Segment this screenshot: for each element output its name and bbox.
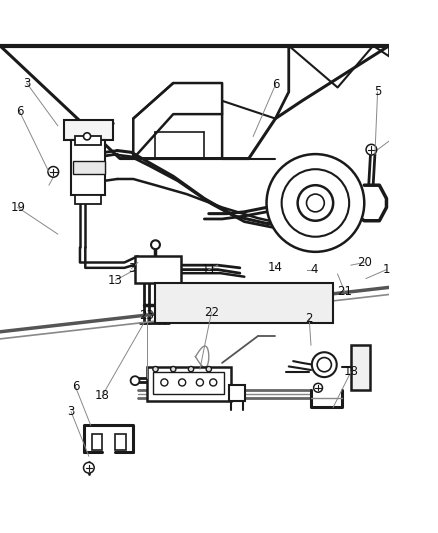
Circle shape (161, 379, 168, 386)
Circle shape (267, 154, 364, 252)
Text: 21: 21 (337, 285, 352, 298)
Circle shape (312, 352, 337, 377)
Bar (92, 434, 102, 450)
Circle shape (48, 166, 59, 177)
Circle shape (196, 379, 204, 386)
Text: 13: 13 (108, 274, 123, 287)
Circle shape (307, 194, 324, 212)
Circle shape (170, 367, 176, 372)
Text: 18: 18 (95, 389, 110, 402)
Text: 23: 23 (139, 309, 154, 322)
Text: 3: 3 (128, 262, 135, 275)
Text: 19: 19 (10, 201, 25, 214)
Text: 11: 11 (201, 263, 216, 276)
Circle shape (151, 240, 160, 249)
Text: 6: 6 (16, 105, 23, 118)
Text: 20: 20 (357, 256, 372, 269)
Circle shape (84, 463, 94, 473)
Bar (64, 120, 113, 140)
Circle shape (84, 133, 91, 140)
Text: 3: 3 (67, 405, 75, 418)
Circle shape (314, 383, 322, 392)
Circle shape (206, 367, 212, 372)
Bar (116, 434, 126, 450)
Bar (300, 183, 332, 222)
Bar (155, 283, 333, 323)
Text: 1: 1 (383, 263, 390, 276)
Text: 4: 4 (310, 263, 318, 276)
Bar (74, 136, 101, 145)
Circle shape (317, 358, 332, 372)
Circle shape (188, 367, 194, 372)
Bar (229, 385, 245, 401)
Circle shape (179, 379, 186, 386)
Text: 3: 3 (23, 77, 30, 90)
Bar (147, 367, 231, 401)
Text: 2: 2 (305, 312, 313, 325)
Bar (351, 345, 371, 390)
Circle shape (153, 367, 158, 372)
Text: 18: 18 (343, 365, 358, 378)
Circle shape (131, 376, 139, 385)
Bar (153, 372, 224, 394)
Circle shape (282, 169, 349, 237)
Bar (71, 140, 105, 195)
Text: 14: 14 (268, 261, 283, 274)
Text: 5: 5 (374, 85, 381, 99)
Bar (74, 195, 101, 204)
Text: 6: 6 (72, 381, 79, 393)
Bar (73, 161, 105, 174)
Circle shape (210, 379, 217, 386)
Bar (135, 256, 181, 283)
Text: 6: 6 (272, 78, 279, 91)
Circle shape (366, 144, 377, 155)
Circle shape (298, 185, 333, 221)
Text: 22: 22 (204, 306, 219, 319)
